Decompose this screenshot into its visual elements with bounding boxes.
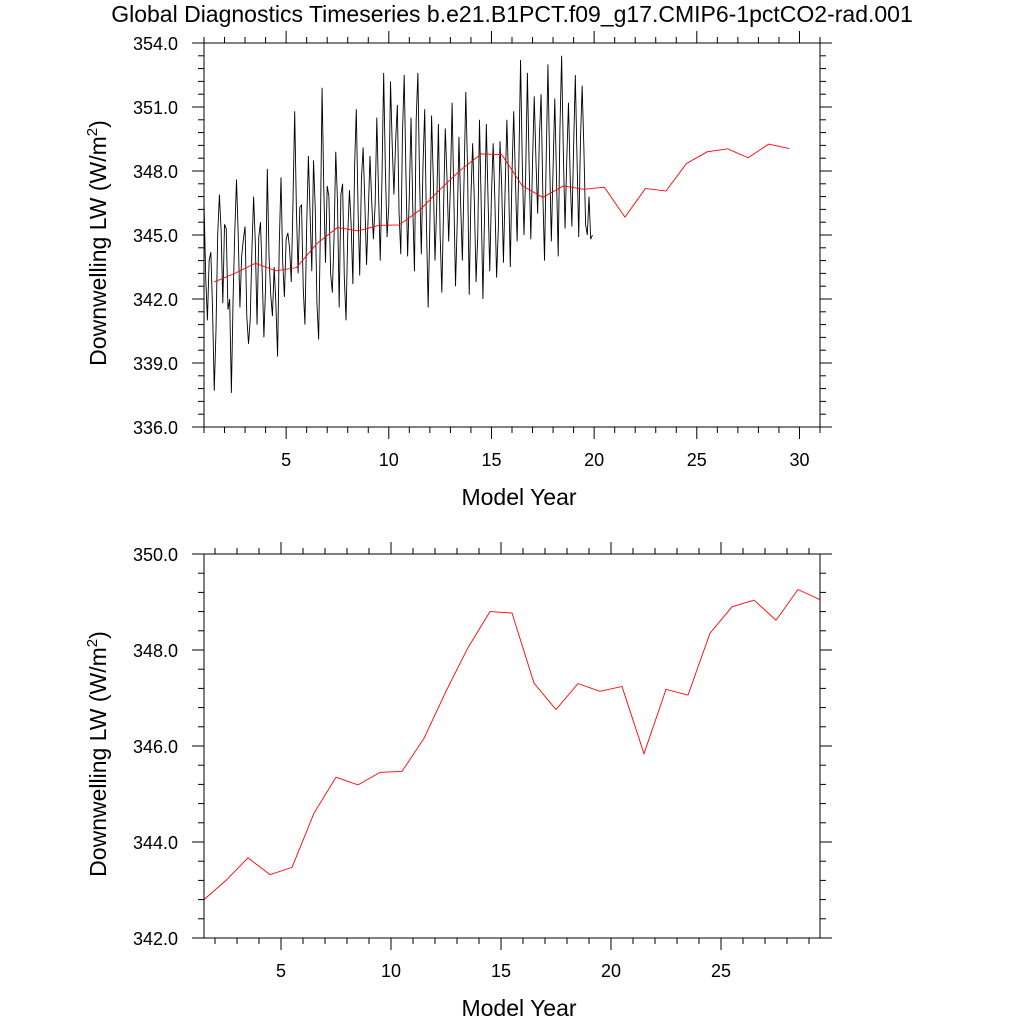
y-axis-label-main: Downwelling LW (W/m (85, 647, 111, 877)
plot-frame (203, 42, 821, 428)
x-tick-label: 15 (481, 450, 501, 470)
y-axis-label-superscript: 2 (84, 639, 101, 647)
y-tick-label: 346.0 (133, 737, 178, 757)
top-panel: 336.0 339.0 342.0 345.0 348.0 351.0 354.0 5 10 15… (84, 31, 832, 510)
y-tick-label: 336.0 (133, 418, 178, 438)
x-tick-label: 10 (379, 450, 399, 470)
annual-mean-series-line (214, 143, 790, 283)
y-axis-label: Downwelling LW (W/m2) (84, 120, 111, 366)
x-tick-label: 20 (584, 450, 604, 470)
y-tick-label: 339.0 (133, 354, 178, 374)
y-axis-label-superscript: 2 (84, 128, 101, 136)
x-axis-label: Model Year (461, 995, 576, 1021)
figure-title: Global Diagnostics Timeseries b.e21.B1PC… (111, 1, 913, 27)
bottom-panel: 342.0 344.0 346.0 348.0 350.0 5 10 15 20 25 Model … (84, 542, 832, 1021)
y-tick-label: 342.0 (133, 290, 178, 310)
x-tick-label: 10 (381, 961, 401, 981)
y-tick-label: 354.0 (133, 34, 178, 54)
y-axis-label-end: ) (85, 631, 111, 639)
y-axis-label-end: ) (85, 120, 111, 128)
y-tick-label: 348.0 (133, 641, 178, 661)
y-axis-label: Downwelling LW (W/m2) (84, 631, 111, 877)
x-axis-label: Model Year (461, 484, 576, 510)
monthly-series-line (204, 55, 593, 393)
x-tick-label: 25 (687, 450, 707, 470)
x-tick-label: 15 (491, 961, 511, 981)
x-tick-label: 20 (601, 961, 621, 981)
y-tick-label: 351.0 (133, 98, 178, 118)
annual-mean-series-line (204, 588, 820, 900)
y-tick-label: 348.0 (133, 162, 178, 182)
y-tick-label: 342.0 (133, 929, 178, 949)
y-axis-label-main: Downwelling LW (W/m (85, 136, 111, 366)
y-tick-label: 344.0 (133, 833, 178, 853)
x-tick-label: 25 (711, 961, 731, 981)
x-tick-label: 30 (789, 450, 809, 470)
x-tick-label: 5 (281, 450, 291, 470)
x-tick-label: 5 (276, 961, 286, 981)
y-tick-label: 345.0 (133, 226, 178, 246)
y-tick-label: 350.0 (133, 545, 178, 565)
